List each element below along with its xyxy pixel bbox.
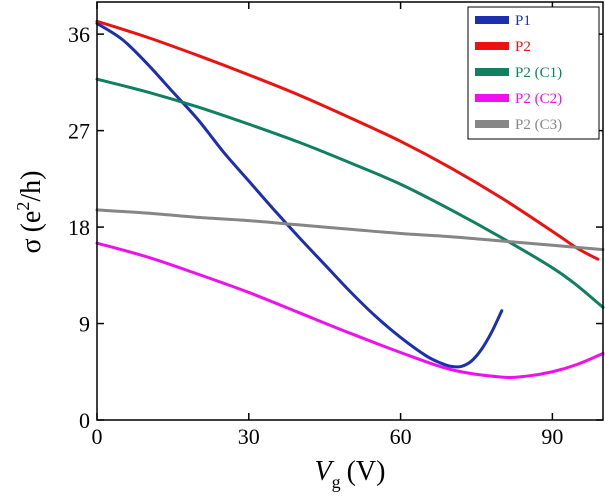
legend-label-1: P1 bbox=[515, 13, 531, 29]
legend-swatch-3 bbox=[475, 68, 509, 76]
y-tick-label-3: 18 bbox=[68, 215, 90, 240]
y-axis-title-sup: 2 bbox=[13, 202, 33, 211]
x-tick-label-3: 60 bbox=[390, 424, 412, 449]
plot-frame bbox=[96, 1, 604, 421]
x-axis-title: Vg (V) bbox=[315, 456, 386, 492]
series-line-4 bbox=[95, 241, 605, 380]
legend-swatch-4 bbox=[475, 94, 509, 102]
x-axis-title-main: V bbox=[315, 456, 335, 487]
x-axis-title-unit: (V) bbox=[347, 456, 386, 487]
series-line-3 bbox=[95, 77, 605, 309]
legend-swatch-2 bbox=[475, 42, 509, 50]
y-axis-title-sigma: σ bbox=[16, 238, 47, 253]
x-axis-title-sub: g bbox=[332, 472, 341, 492]
x-tick-label-1: 0 bbox=[92, 424, 103, 449]
y-tick-label-1: 0 bbox=[79, 408, 90, 433]
legend-items: P1 P2 P2 (C1) P2 (C2) P2 (C3) bbox=[475, 13, 562, 133]
series-line-1 bbox=[95, 21, 504, 369]
legend-label-2: P2 bbox=[515, 39, 531, 55]
legend: P1 P2 P2 (C1) P2 (C2) P2 (C3) bbox=[467, 6, 600, 140]
legend-box bbox=[467, 6, 600, 140]
legend-label-5: P2 (C3) bbox=[515, 117, 562, 133]
y-axis-title: σ (e2/h) bbox=[13, 171, 47, 254]
y-tick-label-2: 9 bbox=[79, 312, 90, 337]
y-axis-title-close: /h) bbox=[16, 171, 47, 202]
ticks-layer: 0 30 60 90 0 9 18 27 36 bbox=[68, 2, 603, 449]
legend-swatch-5 bbox=[475, 120, 509, 128]
x-tick-label-4: 90 bbox=[541, 424, 563, 449]
x-tick-label-2: 30 bbox=[238, 424, 260, 449]
legend-swatch-1 bbox=[475, 16, 509, 24]
series-line-5 bbox=[95, 208, 605, 252]
series-layer bbox=[95, 19, 605, 380]
y-tick-label-4: 27 bbox=[68, 119, 90, 144]
legend-label-4: P2 (C2) bbox=[515, 91, 562, 107]
series-line-2 bbox=[95, 19, 600, 261]
y-axis-title-open: (e bbox=[16, 211, 47, 233]
legend-label-3: P2 (C1) bbox=[515, 65, 562, 81]
y-tick-label-5: 36 bbox=[68, 22, 90, 47]
